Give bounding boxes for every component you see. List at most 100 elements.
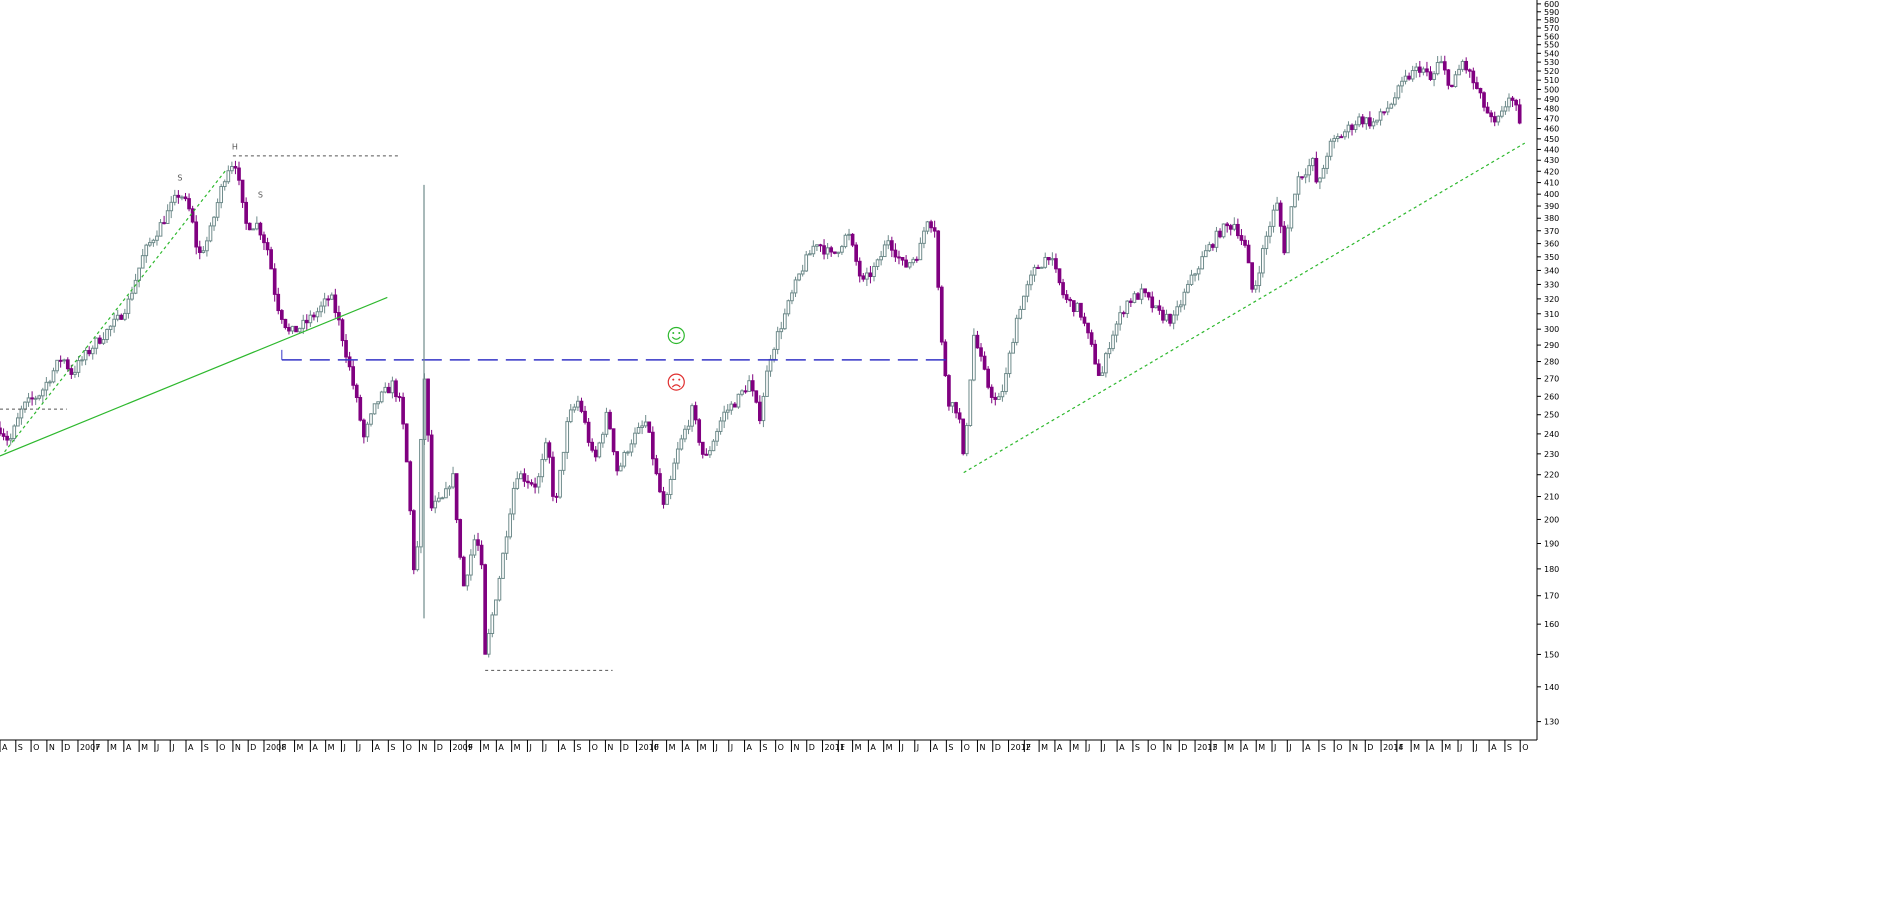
candle <box>1225 221 1230 233</box>
candle-body <box>1136 293 1140 300</box>
candle <box>568 404 573 424</box>
x-tick-label: A <box>870 743 876 752</box>
candle-body <box>1239 235 1244 241</box>
candle-body <box>840 246 844 253</box>
candle <box>572 403 577 413</box>
candle-body <box>1032 266 1037 276</box>
candle <box>1492 111 1497 127</box>
candle <box>440 496 445 500</box>
candle <box>1164 309 1169 323</box>
y-tick-label: 380 <box>1544 214 1559 223</box>
candle-body <box>807 253 812 256</box>
candle <box>1007 350 1012 378</box>
candle-body <box>961 418 966 455</box>
candle-body <box>508 513 512 538</box>
candle-body <box>1261 248 1265 274</box>
candle <box>404 423 409 463</box>
candle <box>15 412 20 427</box>
candle-body <box>1236 223 1240 237</box>
candle-body <box>23 401 27 410</box>
candle-body <box>565 421 570 453</box>
candle <box>911 257 916 266</box>
candle <box>1054 253 1058 273</box>
x-tick-label: A <box>375 743 381 752</box>
candle-body <box>55 359 59 372</box>
candle-body <box>750 380 755 392</box>
x-tick-label: F <box>840 743 845 752</box>
candle <box>865 267 869 287</box>
x-tick-label: N <box>1166 743 1172 752</box>
candle-body <box>408 461 413 512</box>
x-tick-label: J <box>1459 743 1462 752</box>
smiley-mouth <box>671 336 681 340</box>
candle-body <box>601 433 605 444</box>
candle <box>162 215 166 225</box>
candle <box>961 418 966 456</box>
candle <box>1268 221 1272 244</box>
candle <box>950 402 955 414</box>
candle <box>907 262 912 270</box>
candle <box>69 364 74 379</box>
candle-body <box>140 255 145 269</box>
x-tick-label: 2010 <box>639 743 659 752</box>
candle <box>1321 164 1326 179</box>
candle-body <box>1104 353 1108 374</box>
candle <box>893 243 898 262</box>
candle-body <box>879 256 883 261</box>
candle-body <box>954 402 958 414</box>
x-tick-label: D <box>437 743 443 752</box>
x-tick-label: A <box>684 743 690 752</box>
y-tick-label: 310 <box>1544 310 1559 319</box>
candle <box>1482 91 1486 112</box>
candle-body <box>215 202 220 218</box>
candle-body <box>1246 244 1251 264</box>
candle-body <box>1414 66 1419 72</box>
candle <box>1061 278 1065 299</box>
candle <box>779 321 784 340</box>
candle <box>26 392 31 407</box>
candle-body <box>226 170 231 183</box>
x-tick-label: 2013 <box>1197 743 1217 752</box>
candle <box>197 240 202 260</box>
candle <box>1435 56 1440 76</box>
candle <box>476 532 480 551</box>
candle <box>840 244 844 255</box>
candle-body <box>511 487 516 515</box>
candle-body <box>1407 75 1411 80</box>
x-tick-label: 2011 <box>825 743 845 752</box>
candle-body <box>775 331 780 350</box>
candle <box>661 486 666 509</box>
candle-body <box>593 449 598 458</box>
candle-body <box>850 233 855 246</box>
candle-body <box>518 473 523 480</box>
candle-body <box>715 430 719 442</box>
candle-body <box>893 249 898 258</box>
candle <box>1264 231 1269 255</box>
x-tick-label: D <box>250 743 256 752</box>
candle-body <box>1289 206 1294 229</box>
candle <box>947 374 951 411</box>
candle <box>308 310 313 327</box>
candle-body <box>718 420 723 432</box>
candle <box>255 216 259 231</box>
candle <box>1029 270 1033 291</box>
x-tick-label: F <box>96 743 101 752</box>
candle <box>1471 67 1476 90</box>
candle-body <box>1228 225 1233 230</box>
candle <box>1425 61 1429 77</box>
candle-body <box>1071 300 1076 312</box>
x-tick-label: D <box>1367 743 1373 752</box>
candle <box>1335 133 1340 143</box>
candle <box>1046 256 1051 265</box>
x-tick-label: A <box>126 743 132 752</box>
candle-body <box>1075 302 1080 312</box>
candle-body <box>768 358 773 372</box>
candle <box>1514 98 1518 111</box>
candle <box>415 540 420 572</box>
candle-body <box>661 491 666 505</box>
candle-body <box>733 403 737 408</box>
x-tick-label: M <box>141 743 148 752</box>
candle <box>1489 110 1493 123</box>
candle <box>861 273 866 282</box>
candle <box>105 328 109 343</box>
